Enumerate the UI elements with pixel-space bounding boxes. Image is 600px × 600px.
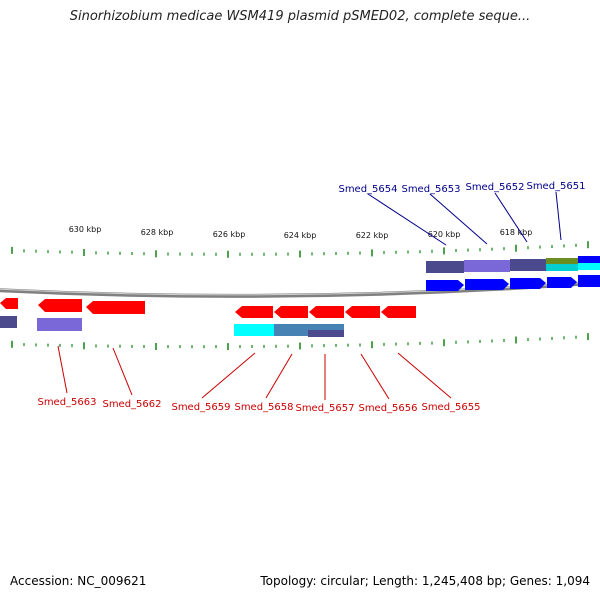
gene-label: Smed_5659 [171,402,230,413]
scale-label: 624 kbp [284,231,317,240]
genome-summary-text: Topology: circular; Length: 1,245,408 bp… [260,574,590,588]
gene-label: Smed_5651 [526,181,585,192]
scale-label: 620 kbp [428,230,461,239]
scale-label: 626 kbp [213,230,246,239]
gene-arrow-reverse [309,306,344,318]
gene-arrow-reverse [0,298,18,309]
cds-feature [510,259,546,271]
scale-label: 630 kbp [69,225,102,234]
scale-label: 628 kbp [141,228,174,237]
cds-feature [578,256,600,263]
scale-label: 618 kbp [500,228,533,237]
forward-leader-lines [367,191,562,246]
reverse-features [0,298,416,337]
gene-arrow-forward [510,278,546,289]
reverse-leader-lines [57,345,452,400]
gene-arrow-forward [578,275,600,287]
gene-label: Smed_5657 [295,403,354,414]
scale-labels: 630 kbp 628 kbp 626 kbp 624 kbp 622 kbp … [69,225,533,240]
gene-arrow-forward [465,279,509,290]
gene-arrow-reverse [274,306,308,318]
scale-label: 622 kbp [356,231,389,240]
cds-feature [464,260,510,272]
cds-feature [308,330,344,337]
gene-label: Smed_5656 [358,403,417,414]
cds-feature [308,324,344,330]
cds-feature [0,316,17,328]
ticks-bottom [11,333,589,351]
reverse-gene-labels: Smed_5663 Smed_5662 Smed_5659 Smed_5658 … [37,397,480,414]
cds-feature [578,263,600,270]
gene-label: Smed_5654 [338,184,397,195]
gene-label: Smed_5658 [234,402,293,413]
gene-arrow-reverse [86,301,145,314]
gene-arrow-forward [547,277,577,288]
forward-features [426,256,600,291]
cds-feature [234,324,274,336]
gene-arrow-reverse [38,299,82,312]
cds-feature [37,318,82,331]
map-title: Sinorhizobium medicae WSM419 plasmid pSM… [69,9,531,24]
forward-gene-labels: Smed_5654 Smed_5653 Smed_5652 Smed_5651 [338,181,585,195]
gene-label: Smed_5653 [401,184,460,195]
gene-label: Smed_5652 [465,182,524,193]
gene-label: Smed_5663 [37,397,96,408]
gene-label: Smed_5662 [102,399,161,410]
gene-label: Smed_5655 [421,402,480,413]
accession-text: Accession: NC_009621 [10,574,147,588]
gene-arrow-reverse [345,306,380,318]
cds-feature [546,258,578,265]
gene-arrow-reverse [235,306,273,318]
gene-arrow-reverse [381,306,416,318]
cds-feature [546,264,578,271]
gene-arrow-forward [426,280,464,291]
cds-feature [426,261,464,273]
ticks-top [11,241,589,258]
cds-feature [274,324,308,336]
